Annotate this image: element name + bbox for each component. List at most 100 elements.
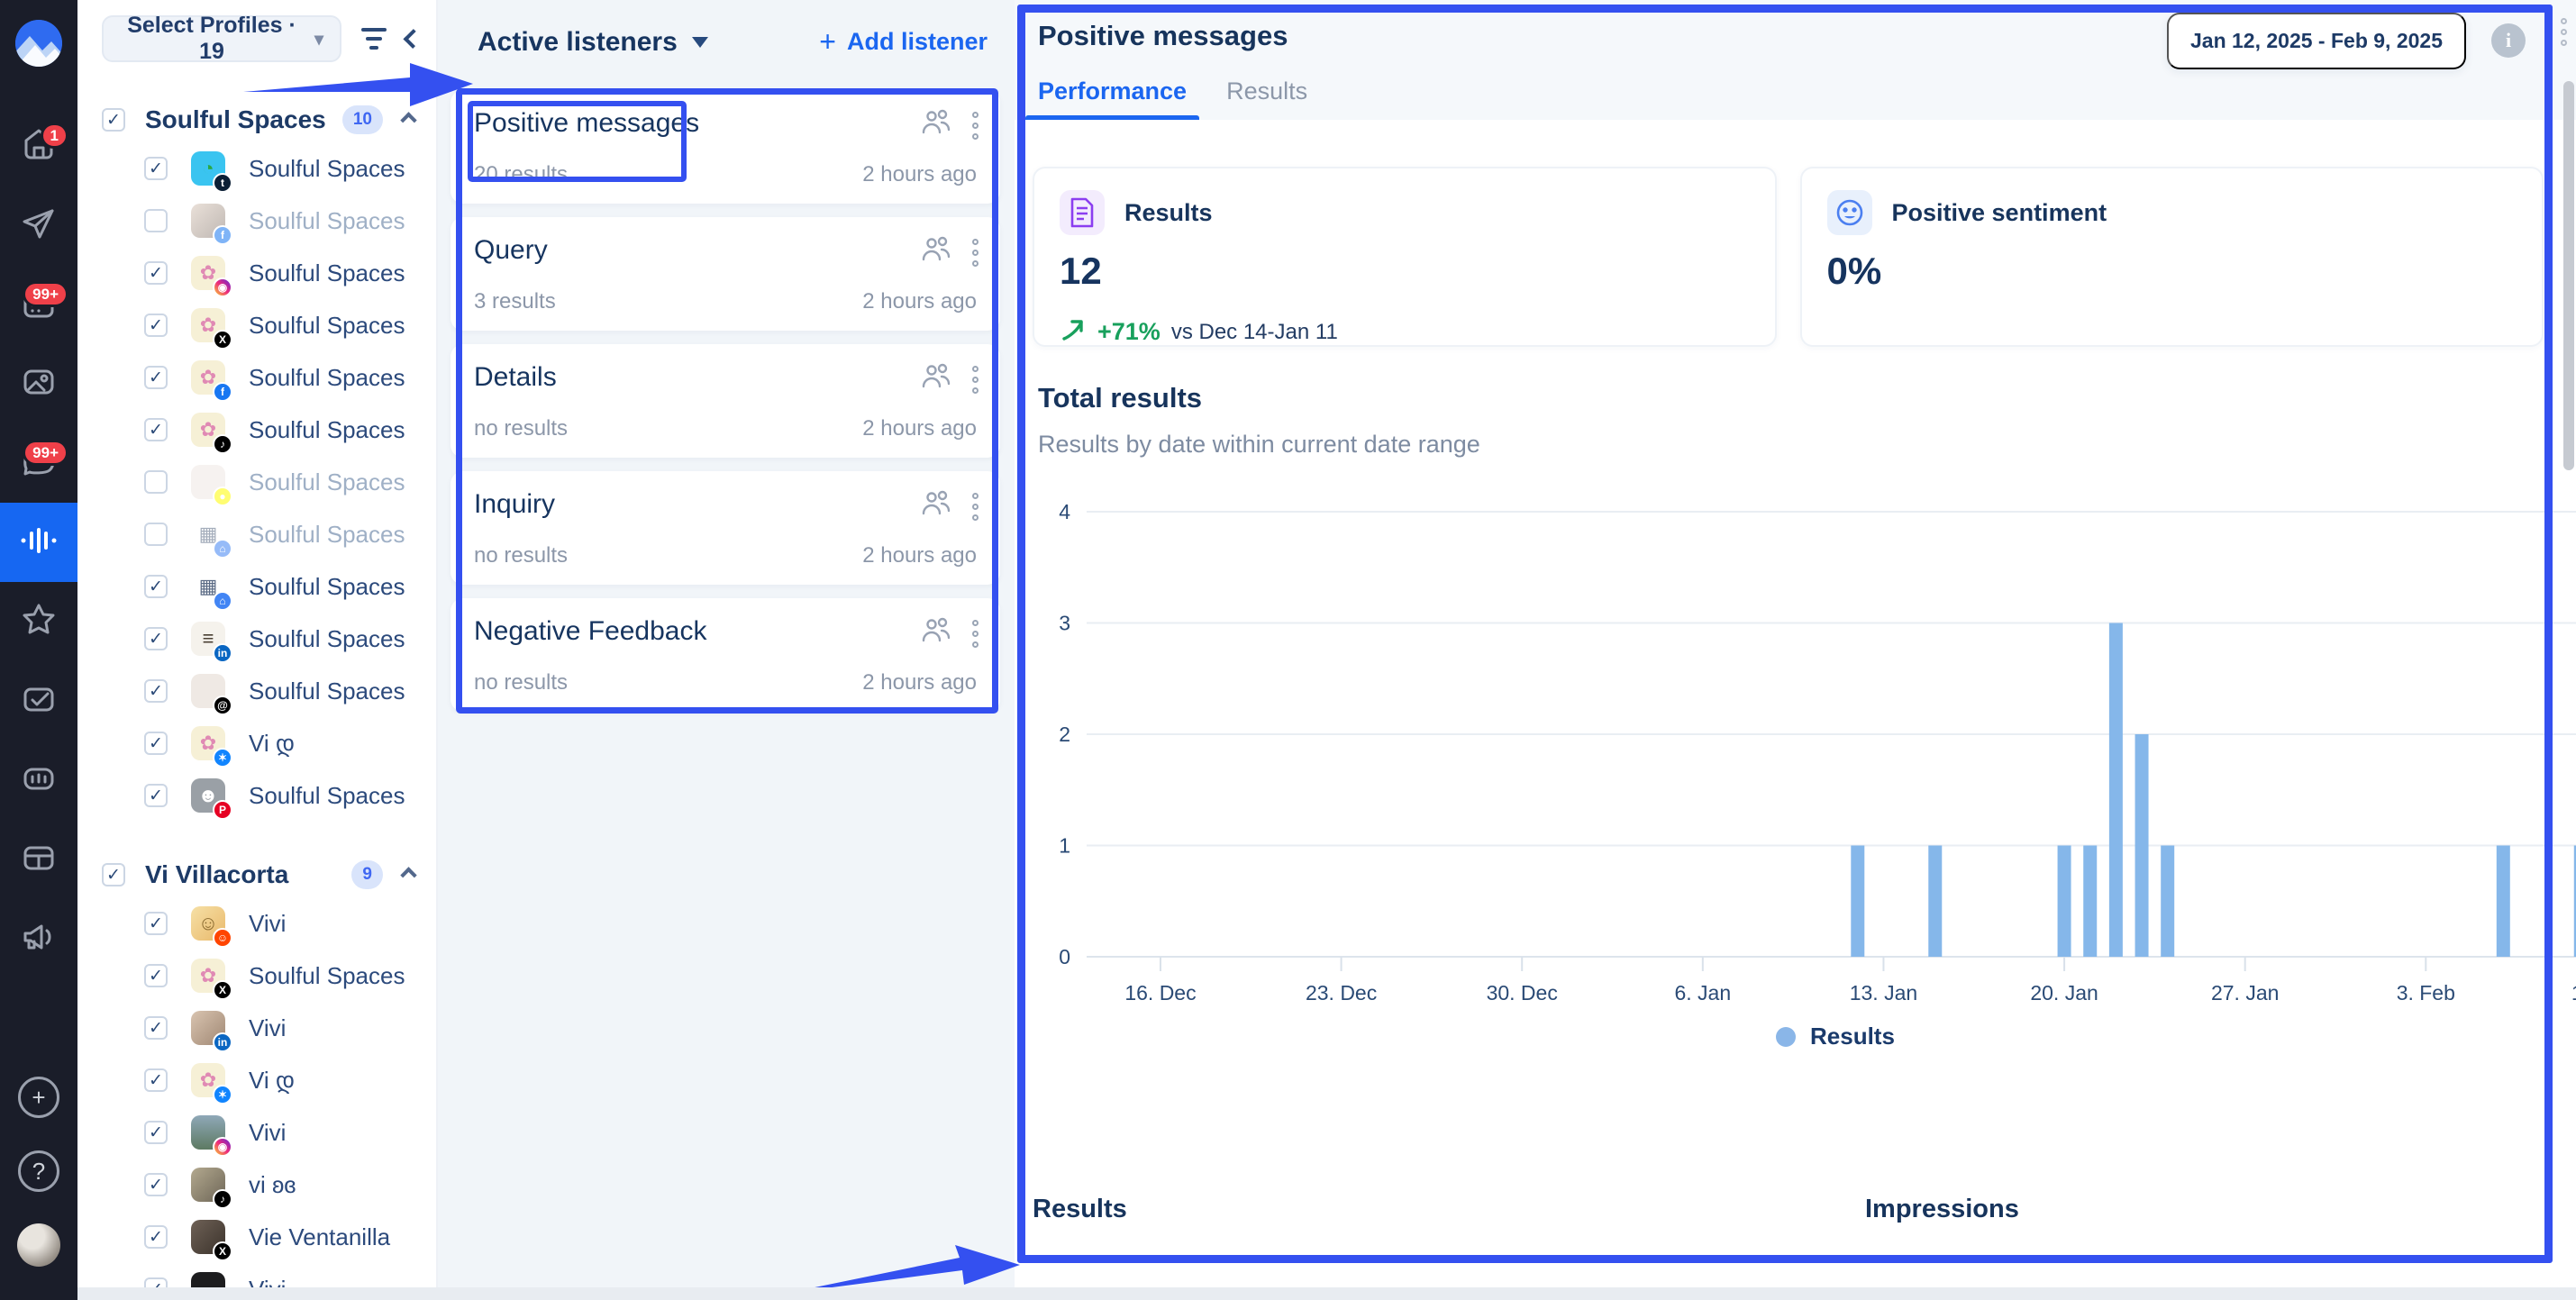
profile-row[interactable]: ✓ ✿ f Soulful Spaces <box>77 351 436 404</box>
bluesky-icon: ✶ <box>213 1085 232 1105</box>
page-title: Positive messages <box>1038 20 1288 51</box>
listener-card[interactable]: Negative Feedback no results 2 hours ago <box>451 598 1000 712</box>
tab-results[interactable]: Results <box>1226 77 1308 105</box>
more-options-icon[interactable] <box>970 489 980 524</box>
more-options-icon[interactable] <box>2559 14 2569 50</box>
profile-checkbox[interactable]: ✓ <box>144 418 168 441</box>
profile-checkbox[interactable]: ✓ <box>144 964 168 987</box>
profile-checkbox[interactable]: ✓ <box>144 732 168 755</box>
horizontal-scrollbar-track[interactable] <box>77 1287 2576 1300</box>
profile-checkbox[interactable]: ✓ <box>144 261 168 285</box>
profile-row[interactable]: ✓ ☻ P Soulful Spaces <box>77 769 436 822</box>
stat-value: 12 <box>1060 250 1102 292</box>
group-checkbox[interactable]: ✓ <box>102 863 125 886</box>
profile-row[interactable]: ✓ ◔ t Soulful Spaces <box>77 142 436 195</box>
listener-card[interactable]: Query 3 results 2 hours ago <box>451 217 1000 331</box>
vista-social-logo[interactable] <box>15 20 62 67</box>
rail-item-plus[interactable]: + <box>0 1060 77 1134</box>
profile-checkbox[interactable]: ✓ <box>144 1121 168 1144</box>
profile-checkbox[interactable]: ✓ <box>144 1173 168 1196</box>
profile-checkbox[interactable]: ✓ <box>144 366 168 389</box>
more-options-icon[interactable] <box>970 235 980 270</box>
svg-text:13. Jan: 13. Jan <box>1850 981 1917 1005</box>
profile-name: Soulful Spaces <box>249 259 405 286</box>
rail-item-media[interactable] <box>0 344 77 423</box>
rail-item-inbox[interactable]: 99+ <box>0 423 77 503</box>
tab-performance[interactable]: Performance <box>1024 77 1200 120</box>
profile-row[interactable]: ✓ ☺ ☺ Vivi <box>77 897 436 950</box>
listener-card-selected[interactable]: Positive messages 20 results 2 hours ago <box>451 90 1000 204</box>
profile-row[interactable]: ✓ ✿ X Soulful Spaces <box>77 299 436 351</box>
profile-row[interactable]: ✓ ✿ ◉ Soulful Spaces <box>77 247 436 299</box>
profile-checkbox[interactable]: ✓ <box>144 1016 168 1040</box>
profile-row[interactable]: ✓ X Vie Ventanilla <box>77 1211 436 1263</box>
rail-item-reports[interactable] <box>0 741 77 820</box>
profile-avatar: ✿ ♪ <box>191 413 232 454</box>
add-listener-button[interactable]: + Add listener <box>819 25 988 58</box>
group-checkbox[interactable]: ✓ <box>102 108 125 132</box>
chart-legend: Results <box>1776 1023 1895 1050</box>
date-range-button[interactable]: Jan 12, 2025 - Feb 9, 2025 <box>2166 13 2466 69</box>
select-profiles-dropdown[interactable]: Select Profiles · 19 ▾ <box>102 13 342 64</box>
rail-item-megaphone[interactable] <box>0 899 77 978</box>
profile-row[interactable]: ✓ @ Soulful Spaces <box>77 665 436 717</box>
svg-text:4: 4 <box>1059 500 1070 523</box>
profile-checkbox[interactable]: ✓ <box>144 627 168 650</box>
left-nav-rail: 1 99+ 99+ +? <box>0 0 77 1300</box>
rail-item-calendar[interactable]: 99+ <box>0 265 77 344</box>
more-options-icon[interactable] <box>970 108 980 143</box>
profile-checkbox[interactable]: ✓ <box>144 1068 168 1092</box>
profile-checkbox[interactable]: ✓ <box>144 784 168 807</box>
listener-card[interactable]: Details no results 2 hours ago <box>451 344 1000 458</box>
profile-name: Vivi <box>249 909 287 937</box>
profile-row[interactable]: ✓ ✿ ♪ Soulful Spaces <box>77 404 436 456</box>
profile-checkbox[interactable]: ✓ <box>144 314 168 337</box>
profile-row[interactable]: ✓ in Vivi <box>77 1002 436 1054</box>
profile-row[interactable]: ✓ ◉ Vivi <box>77 1106 436 1159</box>
profile-row[interactable]: ✓ ✿ ✶ Vi დ <box>77 1054 436 1106</box>
profile-checkbox[interactable] <box>144 523 168 546</box>
profile-avatar: ✿ ✶ <box>191 726 232 768</box>
profile-checkbox[interactable] <box>144 209 168 232</box>
boards-icon <box>21 840 57 880</box>
rail-item-home[interactable]: 1 <box>0 106 77 186</box>
profile-checkbox[interactable]: ✓ <box>144 1225 168 1249</box>
more-options-icon[interactable] <box>970 616 980 651</box>
rail-item-tasks[interactable] <box>0 661 77 741</box>
profile-row[interactable]: ▦ ⌂ Soulful Spaces <box>77 508 436 560</box>
profile-checkbox[interactable]: ✓ <box>144 912 168 935</box>
x-icon: X <box>213 980 232 1000</box>
profile-group-header[interactable]: ✓ Vi Villacorta 9 <box>77 852 436 897</box>
rail-item-boards[interactable] <box>0 820 77 899</box>
profile-row[interactable]: ✓ ✿ ✶ Vi დ <box>77 717 436 769</box>
filter-icon[interactable] <box>361 28 387 50</box>
svg-text:20. Jan: 20. Jan <box>2030 981 2098 1005</box>
profile-row[interactable]: ● Soulful Spaces <box>77 456 436 508</box>
more-options-icon[interactable] <box>970 362 980 397</box>
profile-row[interactable]: ✓ ♪ vi ʚɞ <box>77 1159 436 1211</box>
rail-item-user-avatar[interactable] <box>0 1208 77 1282</box>
profile-checkbox[interactable] <box>144 470 168 494</box>
profile-row[interactable]: ✓ ≡ in Soulful Spaces <box>77 613 436 665</box>
rail-item-help[interactable]: ? <box>0 1134 77 1208</box>
profile-name: vi ʚɞ <box>249 1170 296 1198</box>
profile-checkbox[interactable]: ✓ <box>144 679 168 703</box>
profile-row[interactable]: f Soulful Spaces <box>77 195 436 247</box>
profile-row[interactable]: ✓ ✿ X Soulful Spaces <box>77 950 436 1002</box>
profile-avatar: ≡ in <box>191 622 232 663</box>
profile-row[interactable]: ✓ ▦ ⌂ Soulful Spaces <box>77 560 436 613</box>
profile-checkbox[interactable]: ✓ <box>144 157 168 180</box>
collapse-panel-icon[interactable] <box>403 29 423 49</box>
profile-checkbox[interactable]: ✓ <box>144 575 168 598</box>
results-bar-chart: 4 3 2 1 0 16. Dec 23. Dec 30. Dec 6. Jan 13. Jan 2… <box>1015 486 2576 1018</box>
stat-card-results: Results 12 +71% vs Dec 14-Jan 11 <box>1033 167 1777 347</box>
rail-item-send[interactable] <box>0 186 77 265</box>
vertical-scrollbar[interactable] <box>2563 81 2574 470</box>
info-icon[interactable]: i <box>2491 23 2526 58</box>
active-listeners-dropdown[interactable]: Active listeners <box>478 27 708 58</box>
rail-item-star[interactable] <box>0 582 77 661</box>
plus-icon: + <box>819 25 836 58</box>
rail-item-listening[interactable] <box>0 503 77 582</box>
profile-group-header[interactable]: ✓ Soulful Spaces 10 <box>77 97 436 142</box>
listener-card[interactable]: Inquiry no results 2 hours ago <box>451 471 1000 585</box>
